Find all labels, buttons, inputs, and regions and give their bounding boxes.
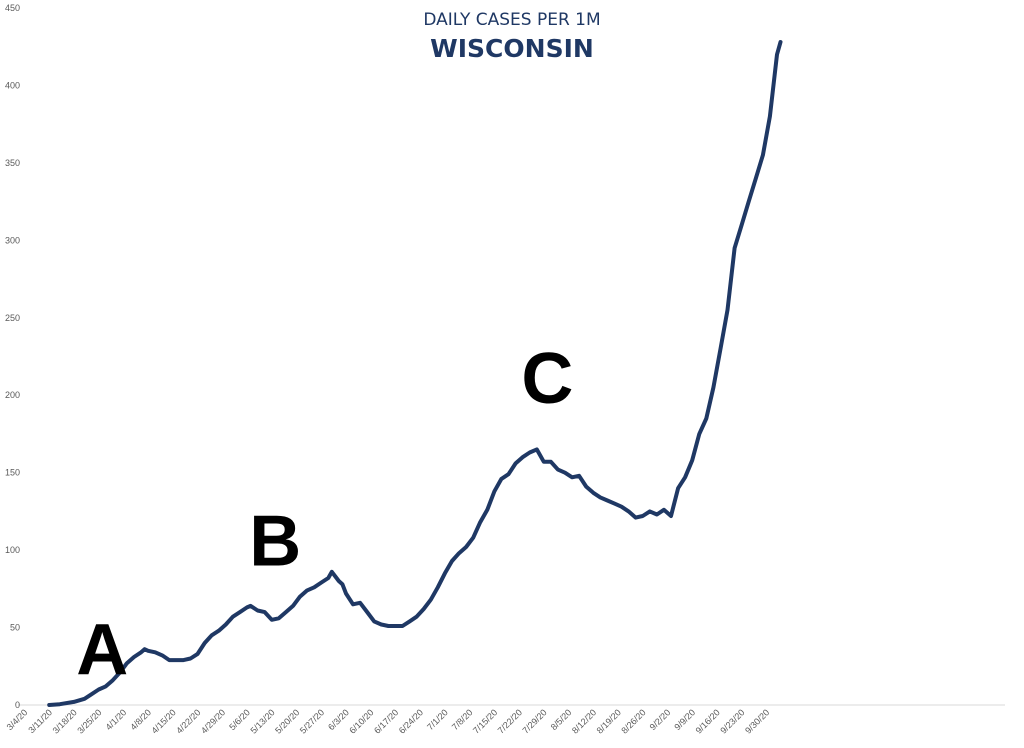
y-tick-label: 250 bbox=[5, 313, 20, 323]
x-tick-label: 7/22/20 bbox=[496, 707, 524, 735]
x-tick-label: 9/16/20 bbox=[694, 707, 722, 735]
x-tick-label: 4/22/20 bbox=[174, 707, 202, 735]
x-tick-label: 4/15/20 bbox=[149, 707, 177, 735]
y-tick-label: 150 bbox=[5, 468, 20, 478]
x-tick-label: 3/18/20 bbox=[51, 707, 79, 735]
series-line bbox=[47, 40, 783, 707]
x-tick-label: 3/11/20 bbox=[26, 707, 54, 735]
x-tick-label: 6/10/20 bbox=[347, 707, 375, 735]
x-tick-label: 7/15/20 bbox=[471, 707, 499, 735]
x-tick-label: 4/29/20 bbox=[199, 707, 227, 735]
y-tick-label: 300 bbox=[5, 235, 20, 245]
annotation-label: A bbox=[76, 610, 128, 690]
x-tick-label: 6/24/20 bbox=[397, 707, 425, 735]
x-tick-label: 5/27/20 bbox=[298, 707, 326, 735]
y-tick-label: 200 bbox=[5, 390, 20, 400]
x-tick-label: 3/25/20 bbox=[75, 707, 103, 735]
chart-subtitle: WISCONSIN bbox=[430, 34, 594, 63]
x-tick-label: 6/17/20 bbox=[372, 707, 400, 735]
chart-title: DAILY CASES PER 1M bbox=[423, 10, 601, 30]
x-tick-label: 8/19/20 bbox=[595, 707, 623, 735]
x-tick-label: 7/1/20 bbox=[425, 707, 450, 732]
x-tick-label: 5/20/20 bbox=[273, 707, 301, 735]
x-tick-label: 9/23/20 bbox=[718, 707, 746, 735]
y-tick-label: 350 bbox=[5, 158, 20, 168]
x-tick-label: 5/13/20 bbox=[248, 707, 276, 735]
x-tick-label: 9/2/20 bbox=[648, 707, 673, 732]
x-tick-label: 8/26/20 bbox=[619, 707, 647, 735]
x-tick-label: 9/30/20 bbox=[743, 707, 771, 735]
annotation-label: B bbox=[249, 502, 301, 582]
y-tick-label: 0 bbox=[15, 700, 20, 710]
y-tick-label: 450 bbox=[5, 3, 20, 13]
y-tick-label: 400 bbox=[5, 80, 20, 90]
x-tick-label: 4/1/20 bbox=[104, 707, 129, 732]
x-tick-label: 8/12/20 bbox=[570, 707, 598, 735]
y-tick-label: 100 bbox=[5, 545, 20, 555]
x-tick-label: 7/29/20 bbox=[520, 707, 548, 735]
y-tick-label: 50 bbox=[10, 623, 20, 633]
annotation-label: C bbox=[521, 339, 573, 419]
